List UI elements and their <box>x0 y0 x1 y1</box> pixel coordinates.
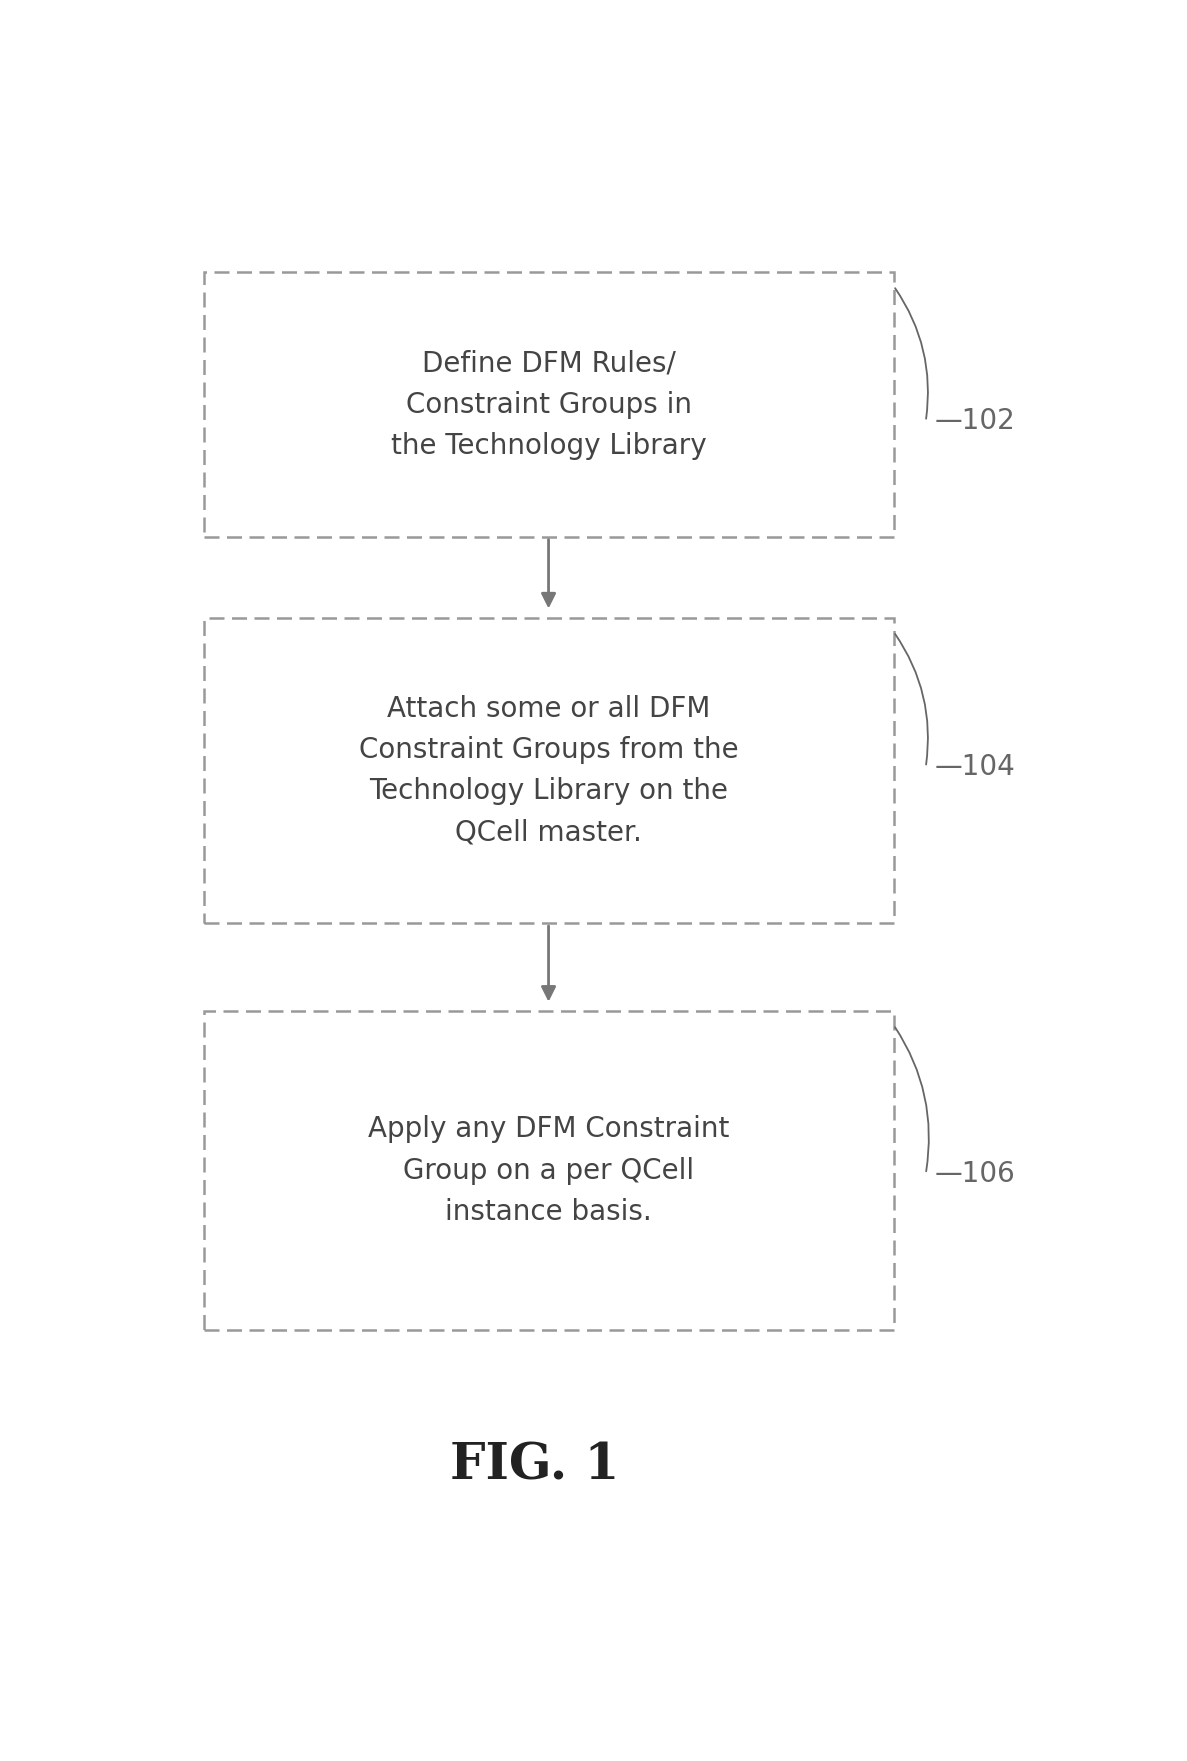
Text: —102: —102 <box>935 407 1016 435</box>
Bar <box>204 618 894 923</box>
Text: Attach some or all DFM
Constraint Groups from the
Technology Library on the
QCel: Attach some or all DFM Constraint Groups… <box>358 696 738 847</box>
Text: Apply any DFM Constraint
Group on a per QCell
instance basis.: Apply any DFM Constraint Group on a per … <box>368 1115 729 1226</box>
Text: FIG. 1: FIG. 1 <box>450 1440 620 1490</box>
Text: —106: —106 <box>935 1160 1016 1189</box>
Bar <box>204 273 894 537</box>
Text: —104: —104 <box>935 754 1016 782</box>
Text: Define DFM Rules/
Constraint Groups in
the Technology Library: Define DFM Rules/ Constraint Groups in t… <box>391 349 706 460</box>
Bar <box>204 1011 894 1330</box>
